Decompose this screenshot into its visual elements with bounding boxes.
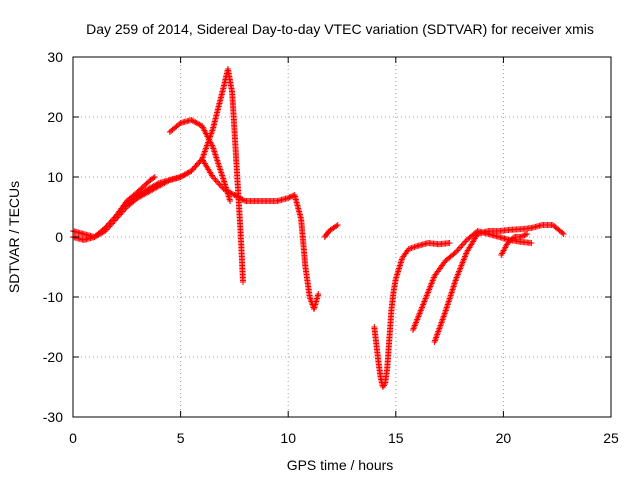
y-tick-label: 20 bbox=[47, 109, 63, 125]
data-point-marker bbox=[459, 241, 466, 248]
y-tick-label: 10 bbox=[47, 169, 63, 185]
data-point-marker bbox=[520, 232, 527, 239]
y-tick-label: -20 bbox=[43, 349, 63, 365]
data-point-marker bbox=[151, 174, 158, 180]
grid-layer bbox=[73, 57, 611, 417]
data-point-marker bbox=[104, 225, 111, 231]
data-point-marker bbox=[462, 238, 469, 245]
data-point-marker bbox=[114, 214, 121, 221]
y-axis-label: SDTVAR / TECUs bbox=[6, 181, 22, 293]
series-arc-2 bbox=[70, 174, 158, 243]
series-arc-6 bbox=[371, 240, 453, 390]
data-point-marker bbox=[216, 181, 223, 188]
data-point-marker bbox=[150, 175, 157, 181]
y-tick-label: 0 bbox=[55, 229, 63, 245]
data-point-marker bbox=[560, 231, 567, 237]
y-tick-label: -30 bbox=[43, 409, 63, 425]
data-point-marker bbox=[111, 217, 118, 224]
data-point-marker bbox=[285, 195, 292, 201]
data-point-marker bbox=[454, 247, 461, 254]
x-axis-label: GPS time / hours bbox=[287, 457, 394, 473]
data-point-marker bbox=[522, 231, 529, 238]
x-tick-label: 10 bbox=[280, 430, 296, 446]
series-arc-9 bbox=[498, 231, 531, 258]
data-point-marker bbox=[107, 222, 114, 228]
x-tick-label: 25 bbox=[603, 430, 619, 446]
data-point-marker bbox=[457, 244, 464, 251]
data-point-marker bbox=[110, 219, 117, 225]
data-point-marker bbox=[286, 194, 293, 201]
x-tick-label: 0 bbox=[69, 430, 77, 446]
series-arc-8 bbox=[431, 222, 567, 345]
data-point-marker bbox=[192, 163, 199, 170]
data-point-marker bbox=[215, 180, 222, 186]
data-point-marker bbox=[451, 250, 458, 257]
data-point-marker bbox=[315, 291, 322, 297]
chart-title: Day 259 of 2014, Sidereal Day-to-day VTE… bbox=[86, 21, 594, 37]
data-point-marker bbox=[518, 233, 525, 240]
data-point-marker bbox=[113, 216, 120, 222]
data-point-marker bbox=[559, 229, 566, 236]
data-point-marker bbox=[109, 220, 116, 227]
data-point-marker bbox=[193, 162, 200, 168]
series-arc-3 bbox=[91, 156, 322, 312]
series-arc-4 bbox=[166, 117, 234, 204]
data-point-marker bbox=[458, 243, 465, 249]
data-point-marker bbox=[227, 198, 234, 204]
data-point-marker bbox=[212, 177, 219, 183]
y-tick-label: 30 bbox=[47, 49, 63, 65]
x-tick-label: 20 bbox=[496, 430, 512, 446]
data-point-marker bbox=[517, 234, 524, 240]
data-point-marker bbox=[195, 160, 202, 167]
x-tick-label: 15 bbox=[388, 430, 404, 446]
data-point-marker bbox=[461, 240, 468, 246]
data-point-marker bbox=[165, 177, 172, 184]
data-point-marker bbox=[334, 222, 341, 228]
data-point-marker bbox=[524, 231, 531, 237]
data-point-marker bbox=[521, 232, 528, 239]
data-point-marker bbox=[106, 223, 113, 230]
data-point-marker bbox=[333, 223, 340, 229]
data-point-marker bbox=[446, 240, 453, 246]
data-point-marker bbox=[240, 197, 247, 204]
x-tick-label: 5 bbox=[177, 430, 185, 446]
data-point-marker bbox=[509, 235, 516, 242]
data-point-marker bbox=[191, 165, 198, 171]
data-layer bbox=[70, 66, 567, 390]
data-point-marker bbox=[240, 279, 247, 285]
tick-layer: 0 5 10 15 20 25 -30 -20 -10 0 10 20 30 bbox=[43, 49, 619, 446]
data-point-marker bbox=[213, 178, 220, 185]
data-point-marker bbox=[455, 246, 462, 252]
data-point-marker bbox=[528, 240, 535, 246]
series-arc-5 bbox=[321, 222, 341, 240]
y-tick-label: -10 bbox=[43, 289, 63, 305]
